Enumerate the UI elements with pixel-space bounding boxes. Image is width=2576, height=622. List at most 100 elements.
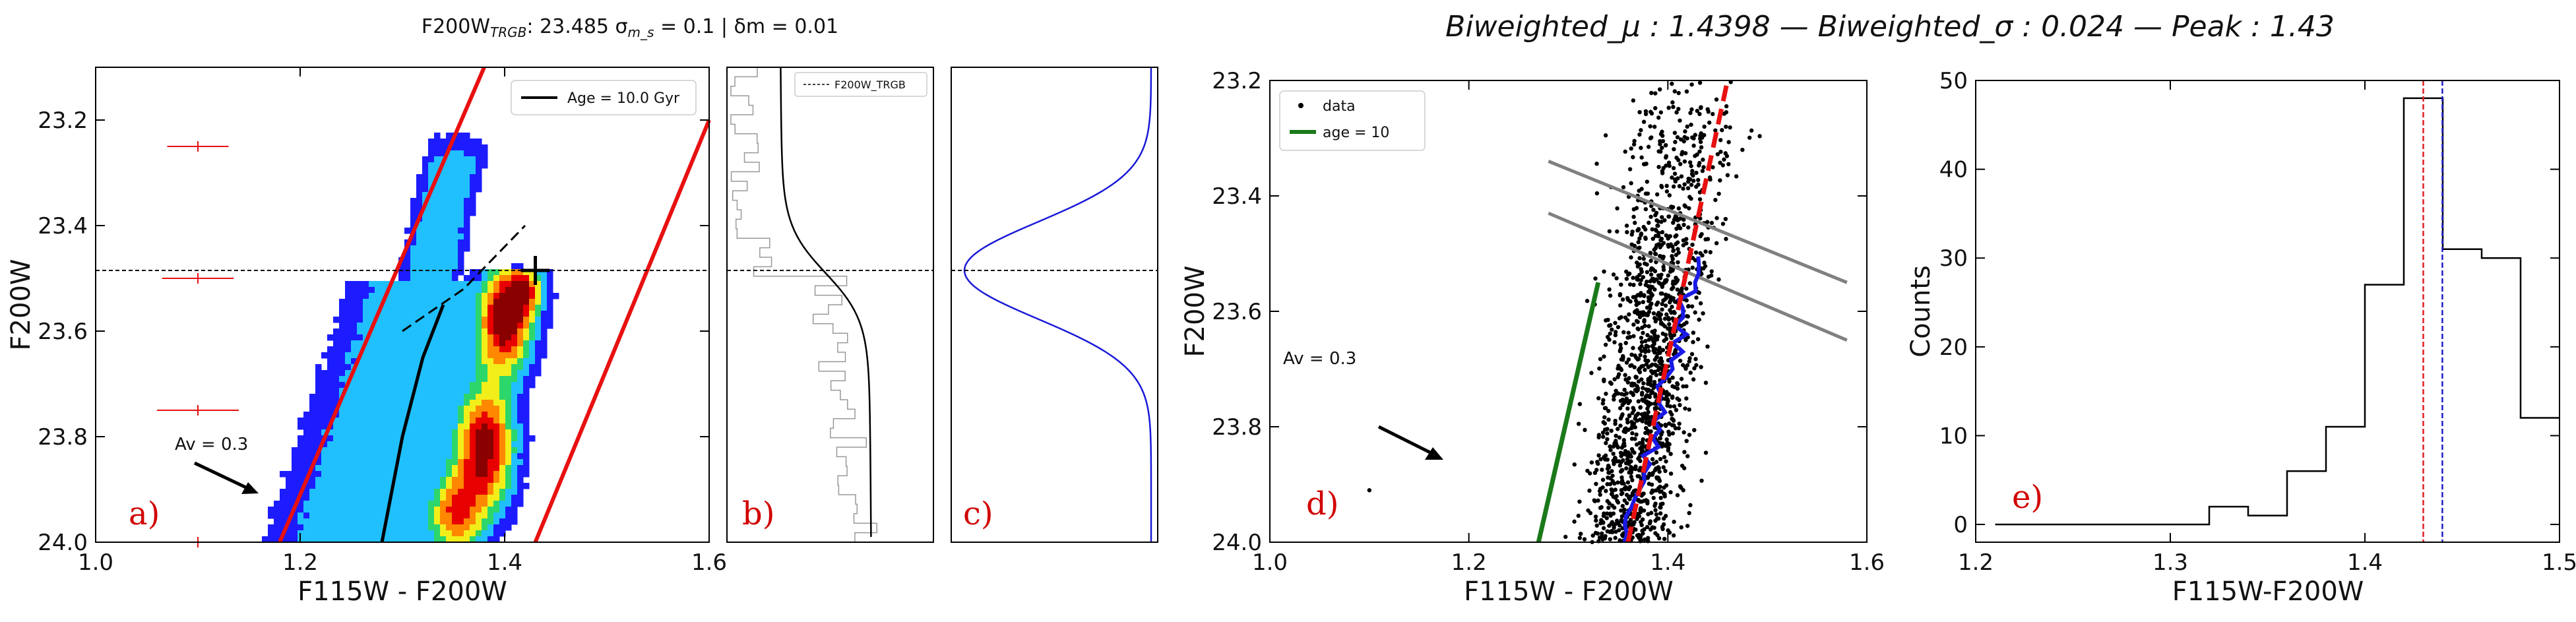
heatmap-cell xyxy=(422,483,429,489)
heatmap-cell xyxy=(458,299,464,305)
data-point xyxy=(1594,482,1598,486)
data-point xyxy=(1681,139,1686,144)
data-point xyxy=(1613,456,1618,460)
heatmap-cell xyxy=(499,530,506,537)
data-point xyxy=(1658,321,1664,326)
data-point xyxy=(1658,505,1662,510)
heatmap-cell xyxy=(303,524,310,531)
heatmap-cell xyxy=(464,150,470,157)
heatmap-cell xyxy=(345,364,352,371)
data-point xyxy=(1670,257,1675,261)
data-point xyxy=(1613,418,1618,423)
heatmap-cell xyxy=(440,210,447,216)
heatmap-cell xyxy=(434,489,441,495)
heatmap-cell xyxy=(369,501,375,507)
heatmap-cell xyxy=(482,418,488,424)
heatmap-cell xyxy=(398,400,405,406)
data-point xyxy=(1576,421,1581,426)
data-point xyxy=(1619,475,1624,480)
heatmap-cell xyxy=(268,530,274,537)
heatmap-cell xyxy=(369,477,375,483)
heatmap-cell xyxy=(333,518,340,525)
heatmap-cell xyxy=(440,400,447,406)
data-point xyxy=(1641,363,1646,368)
data-point xyxy=(1639,145,1643,150)
heatmap-cell xyxy=(315,382,322,389)
heatmap-cell xyxy=(499,293,506,299)
heatmap-cell xyxy=(327,495,334,501)
data-point xyxy=(1649,390,1654,396)
heatmap-cell xyxy=(464,524,470,531)
data-point xyxy=(1654,512,1659,517)
heatmap-cell xyxy=(333,334,340,341)
heatmap-cell xyxy=(357,524,363,531)
heatmap-cell xyxy=(339,447,346,454)
heatmap-cell xyxy=(482,388,488,394)
heatmap-cell xyxy=(458,139,464,145)
heatmap-cell xyxy=(487,412,494,418)
heatmap-cell xyxy=(523,435,530,442)
heatmap-cell xyxy=(422,406,429,412)
data-point xyxy=(1596,433,1602,437)
data-point xyxy=(1725,173,1730,177)
selection-boundary-line xyxy=(533,119,711,544)
heatmap-cell xyxy=(523,400,530,406)
heatmap-cell xyxy=(517,323,524,329)
heatmap-cell xyxy=(464,453,470,460)
heatmap-cell xyxy=(452,144,458,151)
data-point xyxy=(1645,428,1650,433)
heatmap-cell xyxy=(398,305,405,311)
heatmap-cell xyxy=(505,299,512,305)
data-point xyxy=(1637,245,1642,250)
data-point xyxy=(1654,277,1659,282)
data-point xyxy=(1697,197,1703,202)
panel-a-label: a) xyxy=(129,495,160,532)
heatmap-cell xyxy=(452,495,458,501)
heatmap-cell xyxy=(499,323,506,329)
heatmap-cell xyxy=(476,281,482,288)
heatmap-cell xyxy=(482,311,488,317)
heatmap-cell xyxy=(303,423,310,430)
heatmap-cell xyxy=(476,483,482,489)
heatmap-cell xyxy=(303,441,310,448)
heatmap-cell xyxy=(410,465,417,472)
panel-a-ticks: 1.0 1.2 1.4 1.623.223.423.623.824.0 xyxy=(38,67,727,576)
heatmap-cell xyxy=(470,299,476,305)
heatmap-cell xyxy=(452,518,458,525)
heatmap-cell xyxy=(298,477,304,483)
heatmap-cell xyxy=(482,281,488,288)
data-point xyxy=(1645,401,1650,406)
heatmap-cell xyxy=(375,513,381,519)
data-point xyxy=(1682,203,1687,208)
heatmap-cell xyxy=(398,328,405,335)
heatmap-cell xyxy=(309,483,316,489)
heatmap-cell xyxy=(428,394,435,400)
heatmap-cell xyxy=(511,518,518,525)
heatmap-cell xyxy=(464,465,470,472)
heatmap-cell xyxy=(345,489,352,495)
heatmap-cell xyxy=(375,352,381,359)
data-point xyxy=(1668,295,1673,300)
data-point xyxy=(1675,382,1680,387)
heatmap-cell xyxy=(345,328,352,335)
heatmap-cell xyxy=(327,429,334,436)
heatmap-cell xyxy=(476,311,482,317)
heatmap-cell xyxy=(452,293,458,299)
heatmap-cell xyxy=(333,400,340,406)
data-point xyxy=(1675,240,1680,245)
heatmap-cell xyxy=(452,513,458,519)
data-point xyxy=(1633,425,1638,429)
heatmap-cell xyxy=(274,536,280,543)
heatmap-cell xyxy=(398,394,405,400)
heatmap-cell xyxy=(315,441,322,448)
heatmap-cell xyxy=(476,346,482,353)
heatmap-cell xyxy=(369,453,375,460)
heatmap-cell xyxy=(493,376,500,383)
heatmap-cell xyxy=(464,287,470,294)
data-point xyxy=(1641,257,1646,261)
heatmap-cell xyxy=(517,388,524,394)
heatmap-cell xyxy=(470,518,476,525)
data-point xyxy=(1672,299,1678,304)
heatmap-cell xyxy=(440,269,447,276)
